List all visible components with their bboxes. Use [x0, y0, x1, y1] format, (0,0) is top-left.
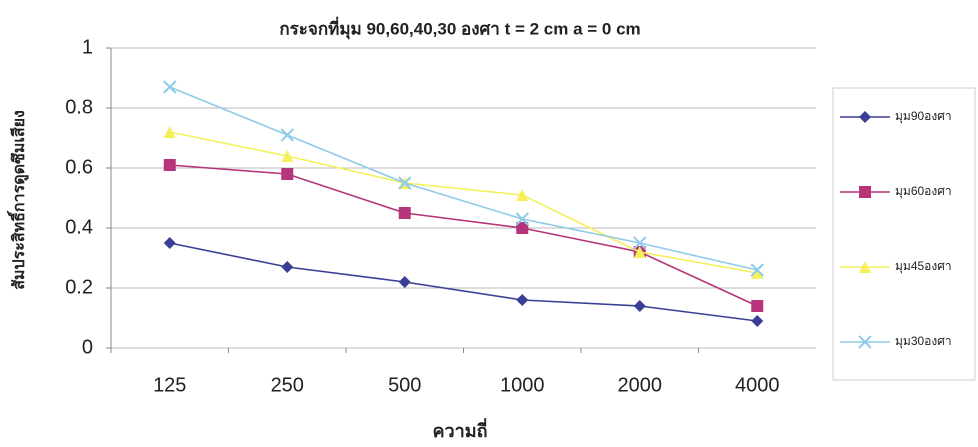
legend-box [832, 87, 976, 381]
legend-label: มุม90องศา [895, 109, 952, 124]
data-point [751, 267, 764, 279]
legend-label: มุม60องศา [895, 184, 952, 199]
data-point [515, 212, 529, 226]
data-point [281, 150, 294, 162]
data-point [163, 159, 176, 171]
y-axis-label: สัมประสิทธิ์การดูดซึมเสียง [7, 110, 30, 290]
data-point [163, 126, 176, 138]
data-point [633, 246, 646, 258]
data-point [516, 222, 529, 234]
data-point [751, 300, 764, 312]
data-point [398, 207, 411, 219]
y-tick-label: 0.4 [65, 216, 93, 238]
y-tick-label: 0.6 [65, 156, 93, 178]
data-point [751, 315, 764, 327]
x-tick-label: 4000 [735, 374, 780, 396]
y-tick-label: 0 [82, 336, 93, 358]
x-tick-label: 125 [153, 374, 186, 396]
data-point [281, 168, 294, 180]
x-tick-label: 2000 [618, 374, 663, 396]
legend-label: มุม30องศา [895, 334, 952, 349]
chart-title: กระจกที่มุม 90,60,40,30 องศา t = 2 cm a … [279, 16, 640, 39]
series-line [169, 242, 758, 322]
legend-marker [858, 335, 872, 349]
x-tick-label: 500 [388, 374, 421, 396]
data-point [163, 237, 176, 249]
y-tick-label: 1 [82, 36, 93, 58]
legend-marker [859, 261, 871, 273]
legend-marker [859, 111, 871, 123]
series-line [169, 164, 758, 307]
y-tick-label: 0.2 [65, 276, 93, 298]
data-point [516, 294, 529, 306]
data-point [280, 128, 294, 142]
legend-marker [859, 186, 871, 198]
x-tick-label: 250 [271, 374, 304, 396]
legend-label: มุม45องศา [895, 259, 952, 274]
data-point [163, 80, 177, 94]
series-line [169, 86, 758, 271]
data-point [398, 176, 412, 190]
x-axis-label: ความถี่ [432, 418, 487, 441]
data-point [750, 263, 764, 277]
data-point [633, 300, 646, 312]
x-tick-label: 1000 [500, 374, 545, 396]
y-tick-label: 0.8 [65, 96, 93, 118]
data-point [398, 276, 411, 288]
series-line [169, 131, 758, 274]
data-point [633, 236, 647, 250]
data-point [516, 189, 529, 201]
data-point [281, 261, 294, 273]
